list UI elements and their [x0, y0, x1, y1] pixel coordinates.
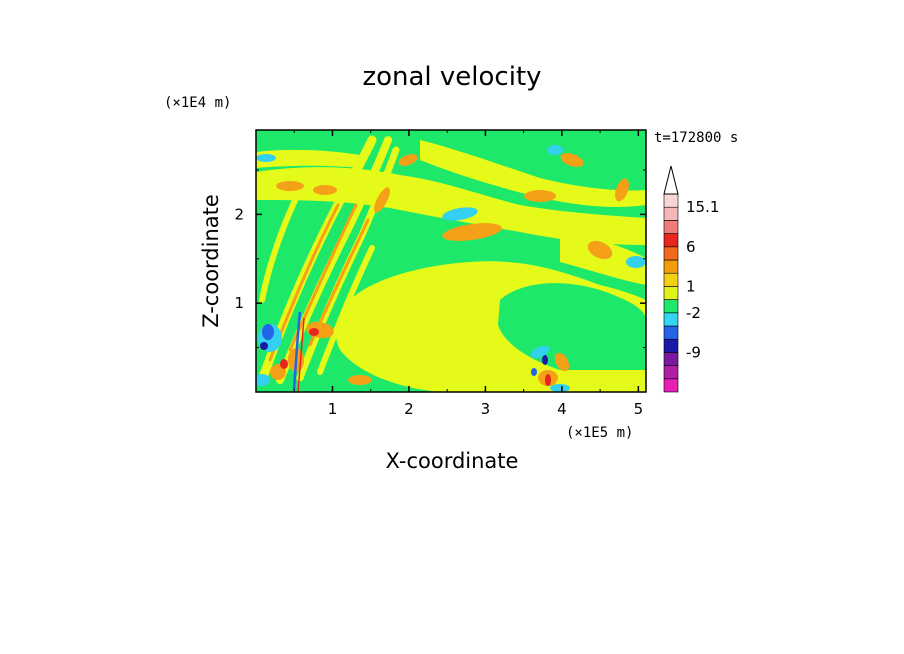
- colorbar-segment: [663, 352, 679, 366]
- time-label: t=172800 s: [654, 130, 738, 146]
- x-tick-label: 3: [481, 400, 491, 418]
- colorbar-segment: [663, 312, 679, 327]
- colorbar-segment: [663, 193, 679, 208]
- colorbar-segment: [663, 259, 679, 274]
- colorbar-segment: [663, 338, 679, 353]
- colorbar-segment: [663, 246, 679, 261]
- x-tick-label: 4: [557, 400, 567, 418]
- strong-anomalies: [260, 311, 551, 392]
- colorbar-segment: [663, 325, 679, 340]
- colorbar-label: -9: [686, 343, 701, 361]
- colorbar-segment: [663, 286, 679, 300]
- y-unit-label: (×1E4 m): [164, 95, 231, 111]
- field-region-yellow-top: [256, 149, 360, 168]
- field-region-yellow-mid-right: [560, 235, 646, 285]
- x-axis-ticks: 1 2 3 4 5: [293, 130, 644, 418]
- cyan-blobs: [256, 145, 646, 392]
- x-axis-label: X-coordinate: [386, 449, 519, 473]
- y-axis-label: Z-coordinate: [199, 194, 223, 328]
- field-region-yellow-upper-band: [256, 167, 646, 245]
- colorbar-segment: [663, 272, 679, 287]
- colorbar: 15.1 6 1 -2 -9: [663, 165, 719, 393]
- y-axis-ticks: 12: [234, 169, 646, 349]
- colorbar-segment: [663, 220, 679, 234]
- y-tick-label: 2: [234, 205, 244, 223]
- colorbar-segment: [663, 233, 679, 248]
- field-region-green-right: [498, 283, 646, 370]
- orange-blobs: [270, 153, 629, 386]
- y-tick-label: 1: [234, 294, 244, 312]
- colorbar-label: 1: [686, 277, 696, 295]
- plot-frame: [255, 129, 647, 393]
- field-region-yellow-top-right: [420, 140, 646, 207]
- colorbar-segment: [663, 299, 679, 314]
- colorbar-label: 15.1: [686, 198, 719, 216]
- x-tick-label: 1: [328, 400, 338, 418]
- colorbar-label: -2: [686, 304, 701, 322]
- colorbar-label: 6: [686, 238, 696, 256]
- x-tick-label: 5: [634, 400, 644, 418]
- chart-title: zonal velocity: [362, 62, 541, 92]
- x-unit-label: (×1E5 m): [566, 425, 633, 441]
- colorbar-segment: [663, 378, 679, 393]
- colorbar-segment: [663, 206, 679, 221]
- wave-streaks: [257, 135, 400, 385]
- colorbar-arrow: [663, 165, 679, 195]
- contour-field: [256, 130, 646, 392]
- colorbar-segment: [663, 365, 679, 380]
- x-tick-label: 2: [404, 400, 414, 418]
